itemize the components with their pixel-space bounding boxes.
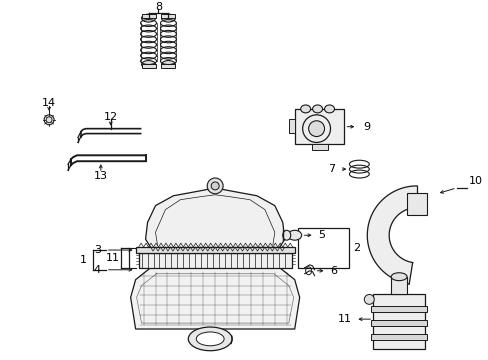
Text: 13: 13: [94, 171, 107, 181]
Ellipse shape: [287, 230, 301, 240]
Text: 9: 9: [363, 122, 370, 132]
Bar: [390, 277, 406, 294]
Bar: [406, 193, 426, 215]
Text: 14: 14: [42, 98, 56, 108]
Bar: [135, 247, 294, 253]
Text: 1: 1: [105, 253, 113, 263]
Text: 5: 5: [318, 230, 325, 240]
Ellipse shape: [300, 105, 310, 113]
Text: 4: 4: [94, 265, 101, 275]
Bar: [288, 119, 294, 132]
Bar: [138, 253, 291, 268]
Bar: [142, 14, 155, 18]
Ellipse shape: [196, 332, 224, 346]
Ellipse shape: [308, 121, 324, 136]
Bar: [370, 306, 426, 312]
Bar: [311, 144, 327, 150]
Ellipse shape: [324, 105, 334, 113]
Text: 8: 8: [155, 2, 162, 12]
Text: 11: 11: [337, 314, 351, 324]
Bar: [370, 320, 426, 326]
Ellipse shape: [390, 273, 406, 281]
Polygon shape: [366, 186, 416, 284]
Ellipse shape: [207, 178, 223, 194]
Bar: [161, 14, 175, 18]
Ellipse shape: [211, 182, 219, 190]
Text: 7: 7: [327, 164, 335, 174]
Text: 12: 12: [103, 112, 118, 122]
Bar: [297, 228, 349, 268]
Polygon shape: [145, 188, 284, 247]
Polygon shape: [130, 268, 299, 329]
Ellipse shape: [312, 105, 322, 113]
Text: 2: 2: [353, 243, 360, 253]
Bar: [370, 334, 426, 340]
Ellipse shape: [46, 117, 52, 123]
Ellipse shape: [161, 14, 175, 22]
Ellipse shape: [282, 230, 290, 240]
Text: 1: 1: [80, 255, 87, 265]
Text: 10: 10: [468, 176, 482, 186]
Bar: [294, 109, 344, 144]
Ellipse shape: [161, 60, 175, 68]
Ellipse shape: [142, 60, 155, 68]
Ellipse shape: [142, 14, 155, 22]
Bar: [142, 64, 155, 68]
Text: 3: 3: [94, 245, 101, 255]
Bar: [161, 64, 175, 68]
Text: 6: 6: [330, 266, 337, 276]
Text: 1: 1: [111, 253, 119, 263]
Ellipse shape: [188, 327, 232, 351]
Bar: [372, 294, 424, 349]
Ellipse shape: [364, 294, 373, 304]
